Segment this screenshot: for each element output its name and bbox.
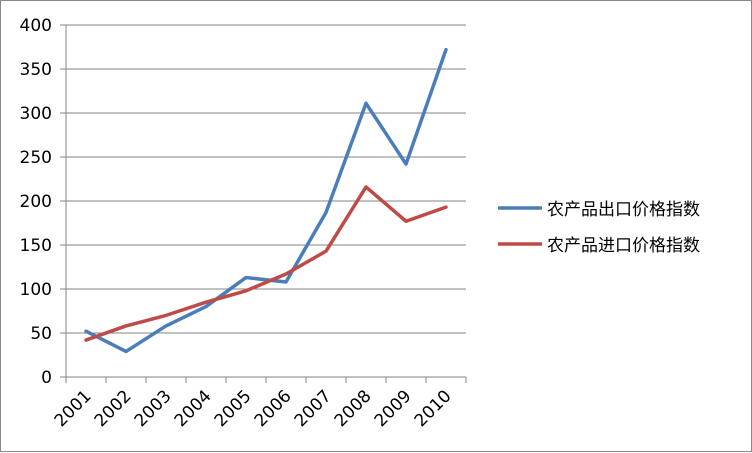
y-tick-label: 100 [20,280,52,300]
y-tick-label: 300 [20,104,52,124]
x-tick-label: 2004 [171,386,216,431]
grid-lines [66,25,466,333]
x-tick-label: 2005 [211,386,256,431]
x-tick-label: 2006 [251,386,296,431]
y-tick-label: 350 [20,60,52,80]
y-tick-label: 50 [30,324,52,344]
x-tick-label: 2008 [331,386,376,431]
legend-label-1: 农产品进口价格指数 [547,236,700,256]
x-tick-label: 2007 [291,386,336,431]
x-tick-label: 2009 [371,386,416,431]
x-tick-label: 2001 [51,386,96,431]
x-tick-label: 2003 [131,386,176,431]
x-tick-label: 2010 [411,386,456,431]
y-tick-label: 250 [20,148,52,168]
x-tick-label: 2002 [91,386,136,431]
y-tick-label: 150 [20,236,52,256]
y-tick-label: 0 [41,368,52,388]
legend-label-0: 农产品出口价格指数 [547,200,700,220]
y-tick-label: 200 [20,192,52,212]
series-line-1 [86,187,446,340]
y-tick-label: 400 [20,16,52,36]
y-axis-tick-labels: 0 50 100 150 200 250 300 350 400 [20,16,52,388]
